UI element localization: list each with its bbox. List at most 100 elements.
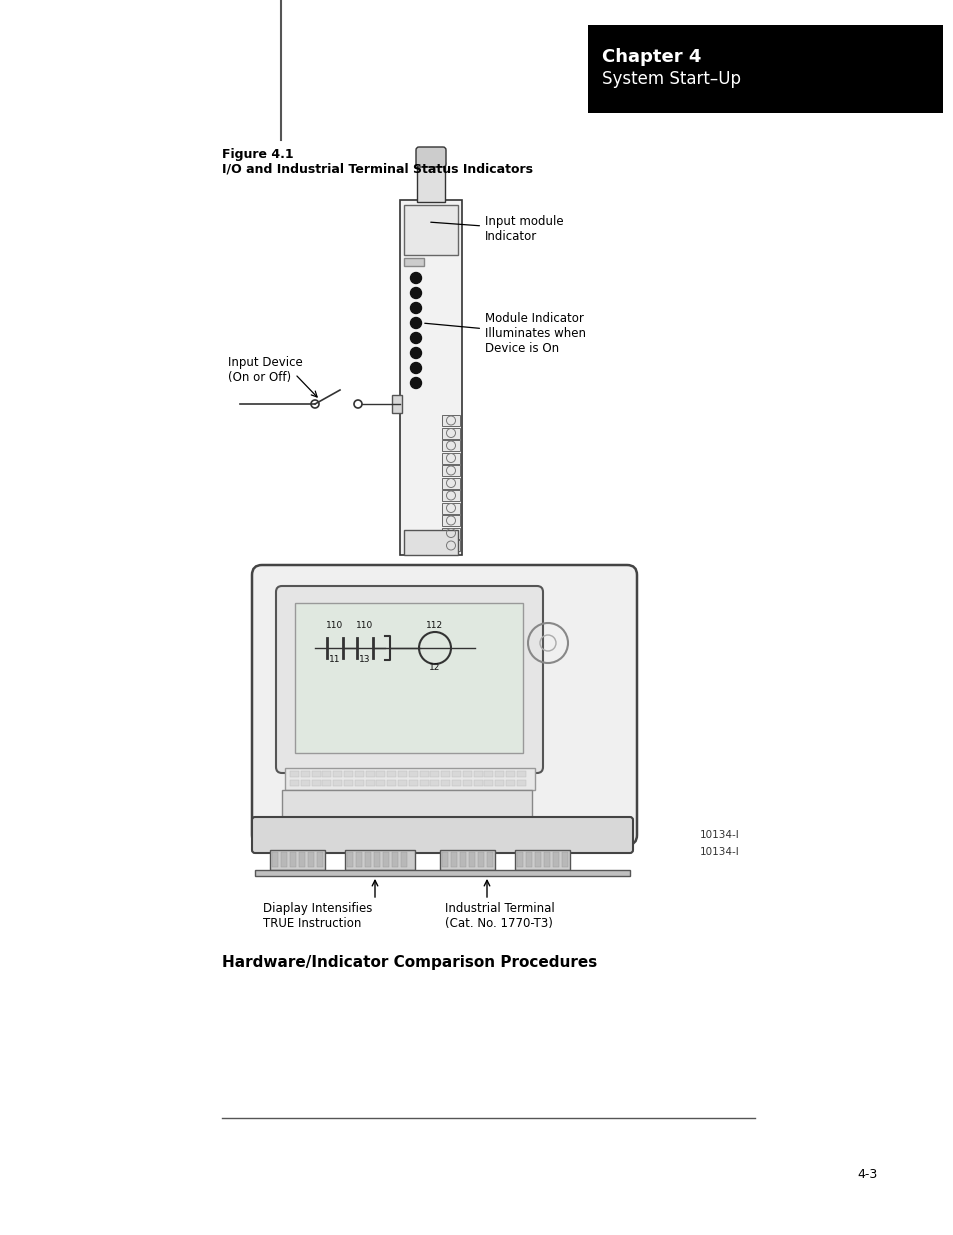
Circle shape [410,363,421,373]
Bar [290,781,298,785]
Bar [441,515,459,526]
Bar [484,771,493,777]
Bar [441,478,459,489]
Bar [587,25,942,112]
Bar [517,771,525,777]
Circle shape [410,347,421,358]
Text: 112: 112 [426,621,443,630]
Bar [365,781,375,785]
Text: 110: 110 [356,621,374,630]
Bar [441,503,459,514]
Bar [505,781,515,785]
Bar [290,771,298,777]
Bar [459,852,465,867]
Bar [272,852,277,867]
Bar [441,466,459,475]
FancyBboxPatch shape [275,585,542,773]
Bar [517,781,525,785]
Text: 10134-I: 10134-I [700,830,739,840]
Bar [376,771,385,777]
Bar [561,852,567,867]
Bar [365,852,371,867]
Bar [298,852,305,867]
Bar [376,781,385,785]
Bar [322,781,331,785]
Bar [387,771,395,777]
Bar [441,427,459,438]
Text: 10134-I: 10134-I [700,847,739,857]
Bar [397,771,407,777]
Bar [355,781,363,785]
FancyBboxPatch shape [252,818,633,853]
Text: Input module
Indicator: Input module Indicator [431,215,563,243]
Bar [440,771,450,777]
Text: 13: 13 [359,655,371,664]
Bar [452,781,460,785]
Bar [333,781,342,785]
Bar [430,771,439,777]
Circle shape [410,378,421,389]
Bar [419,771,428,777]
Bar [441,852,448,867]
Bar [452,771,460,777]
Bar [441,452,459,463]
Bar [441,527,459,538]
Bar [525,852,532,867]
Bar [440,781,450,785]
Bar [270,850,325,869]
Bar [409,771,417,777]
Bar [281,852,287,867]
Bar [441,415,459,426]
Circle shape [410,273,421,284]
Bar [451,852,456,867]
Bar [254,869,629,876]
Bar [505,771,515,777]
Bar [290,852,295,867]
Text: 110: 110 [326,621,343,630]
Bar [397,781,407,785]
Circle shape [410,332,421,343]
Bar [517,852,522,867]
Bar [462,771,472,777]
Bar [345,850,415,869]
Bar [400,852,407,867]
Bar [477,852,483,867]
Bar [300,771,310,777]
Bar [495,771,504,777]
Circle shape [410,288,421,299]
Bar [355,771,363,777]
Bar [430,781,439,785]
Circle shape [410,317,421,329]
Bar [543,852,550,867]
Bar [344,771,353,777]
Bar [462,781,472,785]
Text: 12: 12 [429,663,440,672]
Bar [312,781,320,785]
Bar [486,852,493,867]
Bar [403,530,457,555]
Bar [382,852,389,867]
Circle shape [410,303,421,314]
Bar [441,540,459,551]
Bar [403,258,423,266]
Bar [285,768,535,790]
FancyBboxPatch shape [252,564,637,845]
Bar [553,852,558,867]
Bar [294,603,522,753]
Bar [473,781,482,785]
Bar [439,850,495,869]
Bar [312,771,320,777]
Text: 11: 11 [329,655,340,664]
Bar [347,852,353,867]
Bar [387,781,395,785]
Bar [344,781,353,785]
Bar [300,781,310,785]
Bar [419,781,428,785]
Text: Module Indicator
Illuminates when
Device is On: Module Indicator Illuminates when Device… [424,312,585,354]
Bar [282,790,532,820]
Text: Chapter 4: Chapter 4 [601,48,700,65]
Bar [473,771,482,777]
Text: I/O and Industrial Terminal Status Indicators: I/O and Industrial Terminal Status Indic… [222,163,533,177]
Bar [392,852,397,867]
Bar [333,771,342,777]
